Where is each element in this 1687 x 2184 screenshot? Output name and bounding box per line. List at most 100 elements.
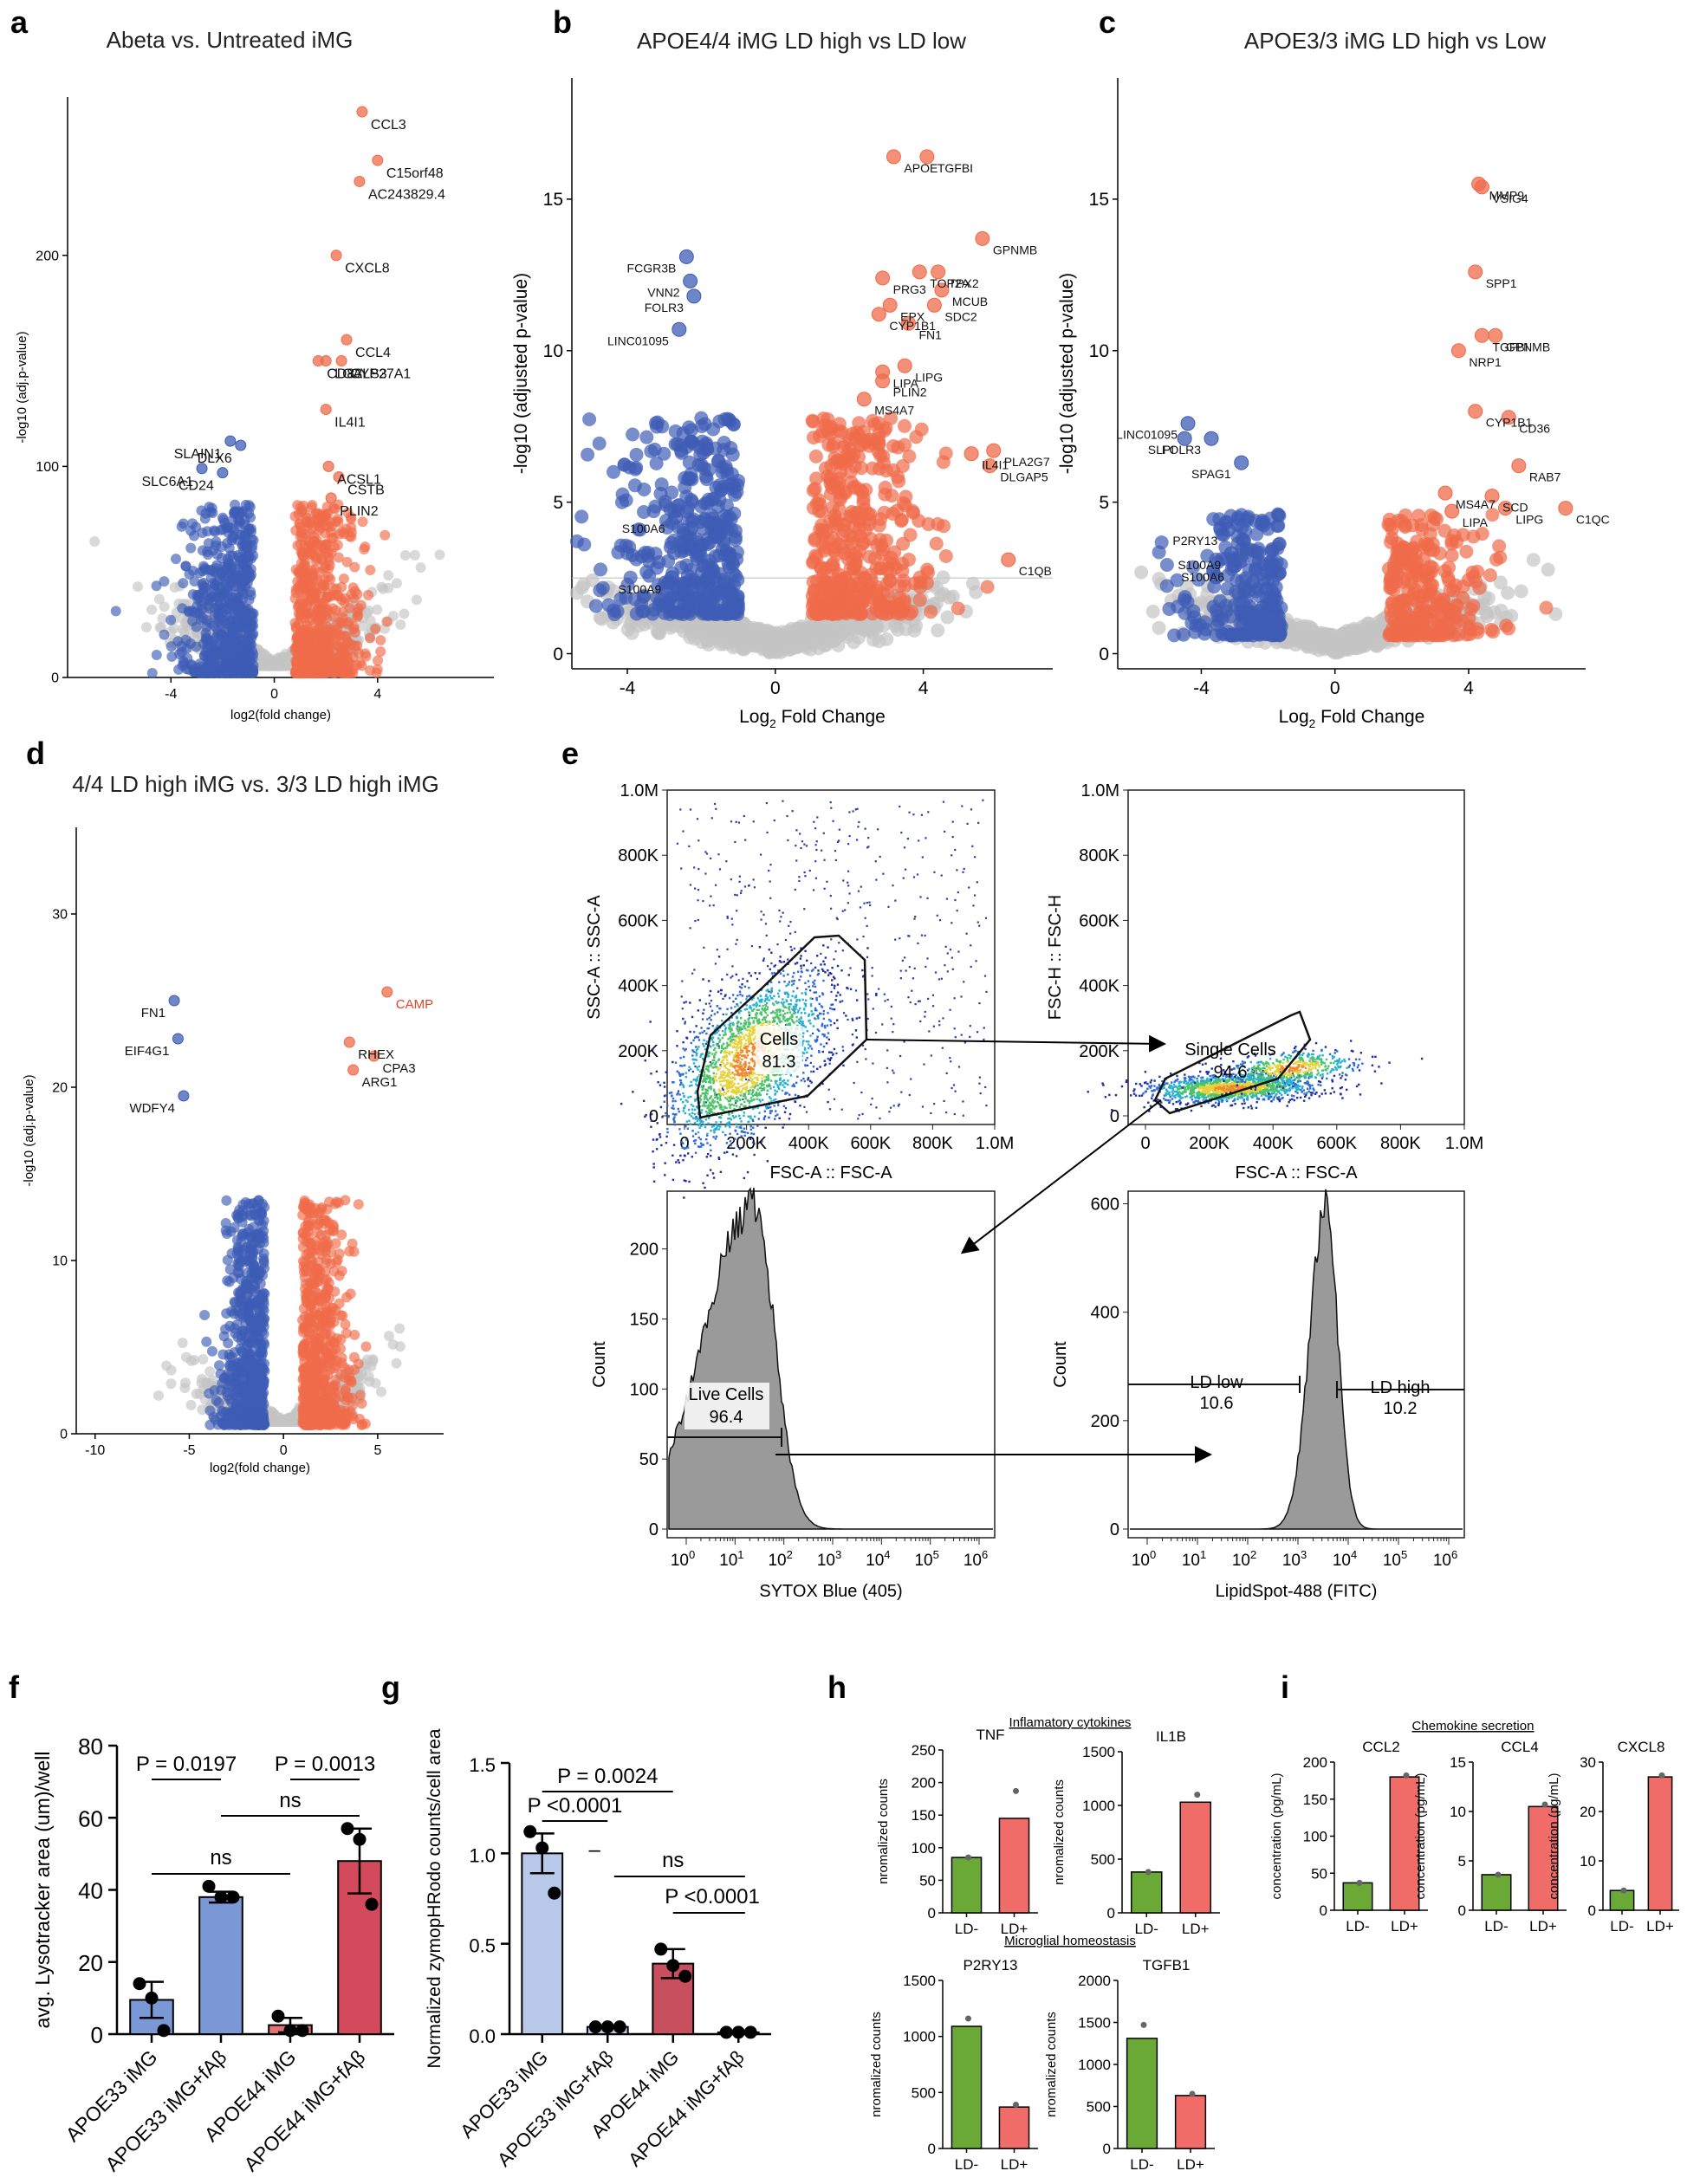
gene-label: LINC01095 [607, 334, 669, 347]
up-point [938, 548, 953, 563]
up-point [365, 632, 376, 644]
up-point [899, 489, 913, 504]
y-tick-label: 0 [60, 1428, 68, 1442]
down-point [649, 456, 664, 470]
up-point [938, 446, 953, 461]
y-tick-label: 200 [36, 249, 59, 263]
labeled-point [1450, 343, 1466, 359]
gene-label: SPAG1 [1191, 467, 1231, 481]
labeled-point [897, 358, 912, 373]
down-point [642, 568, 657, 583]
up-point [924, 605, 938, 619]
x-tick-label: 4 [373, 687, 381, 702]
down-point [242, 664, 253, 676]
gene-label: LIPG [1515, 513, 1543, 527]
up-point [1443, 583, 1457, 598]
down-point [212, 625, 224, 636]
x-tick-label: -10 [85, 1443, 105, 1458]
labeled-point [1468, 404, 1483, 419]
down-point [196, 599, 207, 611]
ns-point [879, 632, 894, 646]
up-point [381, 616, 393, 627]
gene-label: TPX2 [949, 276, 979, 290]
up-point [812, 504, 827, 519]
ns-point [1307, 637, 1321, 651]
ns-point [277, 652, 289, 664]
y-tick-label: 5 [553, 493, 563, 513]
down-point [223, 593, 234, 604]
gene-label: FCGR3B [627, 261, 677, 275]
up-point [341, 668, 352, 679]
ns-point [177, 1338, 188, 1349]
down-point [712, 492, 727, 507]
down-point [191, 522, 202, 533]
down-point [236, 586, 247, 597]
down-point [722, 593, 736, 607]
x-tick-label: 0 [270, 687, 278, 702]
up-point [380, 529, 391, 541]
down-point [720, 412, 735, 426]
down-point [229, 625, 240, 636]
up-point [329, 590, 341, 601]
down-point [243, 540, 254, 551]
up-point [912, 593, 927, 607]
up-point [873, 461, 887, 476]
ns-point [146, 604, 158, 615]
labeled-point [683, 273, 698, 288]
up-point [1486, 625, 1501, 639]
gene-label: S100A6 [622, 522, 665, 535]
panel-letter-g: g [381, 1669, 400, 1705]
up-point [349, 640, 360, 651]
labeled-point [1223, 546, 1239, 561]
up-point [313, 508, 324, 519]
gene-label: MCUB [952, 295, 988, 308]
ns-point [942, 590, 957, 605]
up-point [1463, 602, 1478, 617]
ns-point [159, 601, 170, 612]
down-point [1243, 542, 1257, 557]
ns-point [132, 581, 143, 593]
gene-label: CCL4 [355, 346, 391, 360]
gene-label: SPP1 [1486, 276, 1517, 290]
down-point [1266, 592, 1281, 606]
up-point [909, 430, 924, 444]
ns-point [153, 593, 165, 605]
up-point [334, 528, 345, 540]
gene-label: CYP27A1 [350, 367, 411, 382]
up-point [352, 606, 363, 618]
gene-label: FN1 [919, 327, 943, 341]
down-point [658, 495, 672, 509]
up-point [1394, 514, 1409, 528]
gene-label: VSIG4 [1492, 191, 1528, 205]
y-tick-label: 30 [52, 908, 68, 923]
labeled-point [1234, 455, 1249, 470]
labeled-point [335, 355, 347, 367]
up-point [813, 589, 827, 604]
gene-label: RAB7 [1529, 470, 1561, 484]
down-point [698, 496, 712, 511]
down-point [644, 444, 659, 458]
x-tick-label: 0 [1330, 678, 1340, 698]
up-point [856, 535, 871, 550]
y-tick-label: 15 [1089, 190, 1109, 210]
x-tick-label: 4 [1463, 678, 1474, 698]
up-point [805, 413, 820, 428]
x-tick-label: 4 [918, 678, 929, 698]
up-point [337, 612, 348, 624]
up-point [841, 601, 856, 616]
labeled-point [668, 509, 684, 525]
volcano-c: APOE3/3 iMG LD high vs Low-4 0 4051015Log2… [1057, 28, 1610, 730]
labeled-point [1204, 431, 1219, 446]
down-point [1251, 554, 1266, 568]
up-point [882, 573, 897, 587]
up-point [302, 667, 314, 678]
ns-point [357, 620, 368, 632]
down-point [1248, 620, 1262, 635]
up-point [851, 505, 866, 520]
labeled-point [1474, 179, 1489, 195]
gene-label: CSTB [347, 483, 385, 498]
gene-label: DLGAP5 [1000, 470, 1048, 484]
down-point [649, 416, 664, 431]
down-point [212, 581, 224, 593]
up-point [1429, 512, 1444, 527]
